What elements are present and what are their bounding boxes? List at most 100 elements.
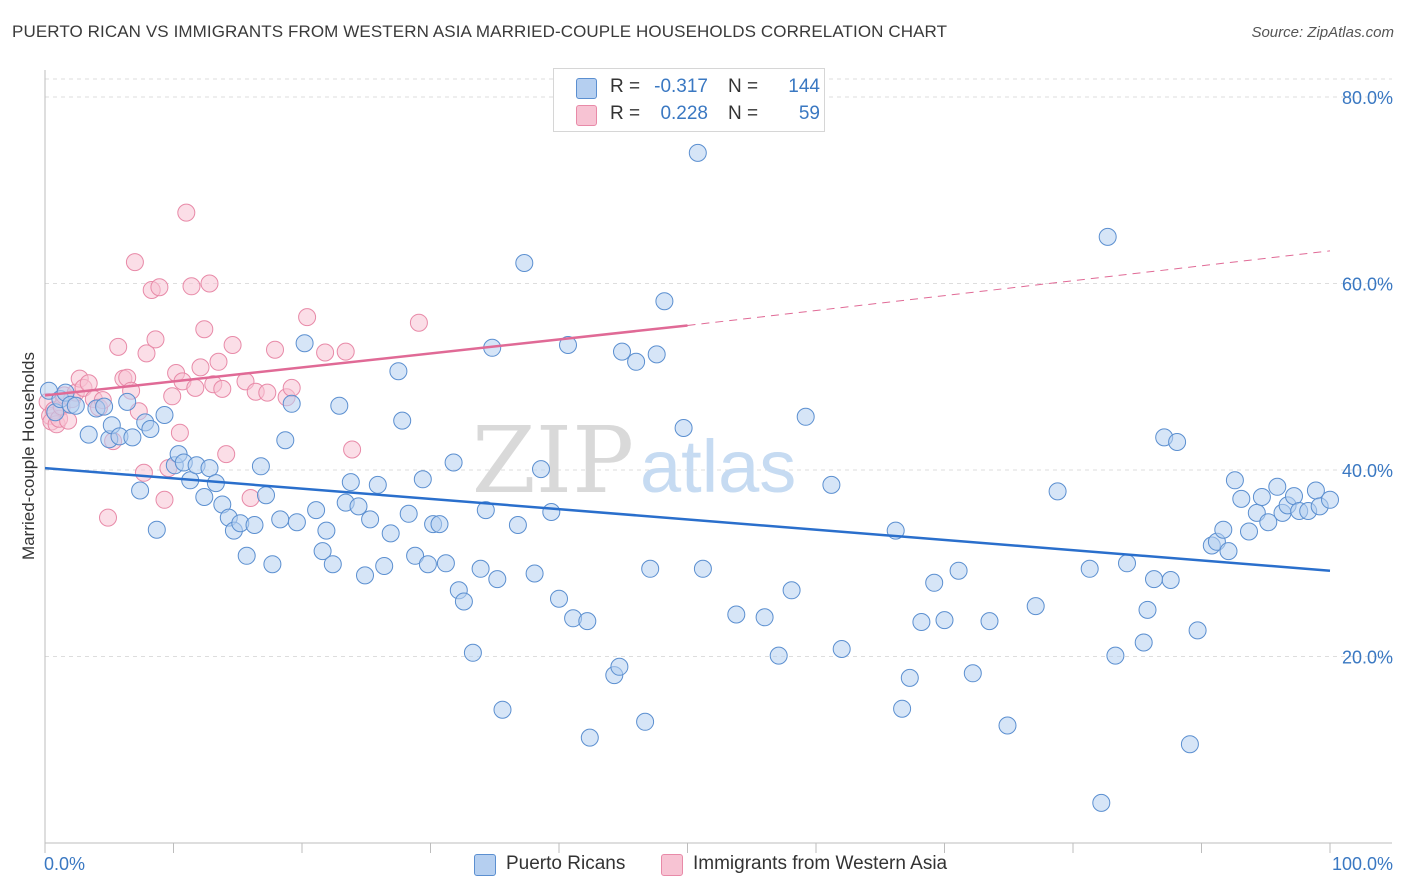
puerto-ricans-point bbox=[1240, 522, 1258, 541]
puerto-ricans-point bbox=[349, 497, 368, 516]
puerto-ricans-point bbox=[693, 559, 712, 578]
puerto-ricans-point bbox=[1225, 471, 1244, 490]
immigrants-point bbox=[266, 340, 284, 359]
puerto-ricans-point bbox=[1252, 488, 1271, 506]
puerto-ricans-point bbox=[900, 668, 919, 687]
legend-swatch-pink bbox=[576, 105, 597, 126]
puerto-ricans-point bbox=[655, 292, 674, 311]
puerto-ricans-point bbox=[542, 503, 561, 521]
puerto-ricans-point bbox=[237, 546, 256, 565]
puerto-ricans-point bbox=[147, 520, 166, 539]
puerto-ricans-point bbox=[925, 573, 944, 592]
puerto-ricans-point bbox=[375, 557, 394, 575]
puerto-ricans-point bbox=[550, 589, 568, 608]
puerto-ricans-point bbox=[389, 362, 408, 381]
puerto-ricans-point bbox=[368, 475, 387, 494]
puerto-ricans-point bbox=[1188, 621, 1207, 640]
x-tick-label-end: 100.0% bbox=[1332, 854, 1393, 874]
puerto-ricans-point bbox=[1259, 513, 1278, 532]
puerto-ricans-point bbox=[95, 397, 114, 416]
puerto-ricans-point bbox=[1232, 489, 1251, 508]
legend-r-value: 0.228 bbox=[660, 103, 708, 124]
puerto-ricans-point bbox=[525, 564, 544, 583]
puerto-ricans-point bbox=[912, 613, 931, 631]
puerto-ricans-point bbox=[580, 728, 599, 747]
y-tick-label: 60.0% bbox=[1342, 275, 1393, 295]
y-tick-label: 80.0% bbox=[1342, 88, 1393, 108]
puerto-ricans-point bbox=[463, 643, 482, 662]
immigrants-trend-line-extended bbox=[687, 250, 1331, 326]
puerto-ricans-point bbox=[195, 488, 214, 506]
puerto-ricans-point bbox=[1180, 735, 1199, 754]
puerto-ricans-point bbox=[393, 411, 412, 430]
y-tick-label: 20.0% bbox=[1342, 648, 1393, 668]
immigrants-point bbox=[125, 253, 144, 272]
puerto-ricans-point bbox=[796, 407, 815, 426]
immigrants-point bbox=[409, 313, 428, 332]
immigrants-trend-line bbox=[44, 324, 688, 397]
immigrants-point bbox=[177, 203, 196, 222]
puerto-ricans-point bbox=[559, 336, 577, 354]
trend-lines bbox=[44, 250, 1331, 572]
puerto-ricans-point bbox=[476, 501, 495, 520]
puerto-ricans-point bbox=[688, 143, 707, 162]
immigrants-point bbox=[163, 387, 182, 406]
puerto-ricans-point bbox=[832, 640, 851, 658]
puerto-ricans-point bbox=[444, 453, 463, 472]
puerto-ricans-point bbox=[245, 516, 264, 534]
legend-r-label: R = bbox=[610, 76, 641, 97]
axes bbox=[44, 70, 1392, 853]
immigrants-point bbox=[191, 358, 210, 377]
puerto-ricans-point bbox=[361, 510, 380, 529]
immigrants-point bbox=[209, 352, 228, 371]
puerto-ricans-point bbox=[1092, 793, 1111, 812]
axis-labels: 20.0% 40.0% 60.0% 80.0% 0.0% 100.0% Married-co… bbox=[19, 88, 1393, 874]
puerto-ricans-point bbox=[1161, 571, 1180, 589]
puerto-ricans-point bbox=[313, 542, 332, 561]
legend-n-value: 59 bbox=[798, 103, 820, 124]
puerto-ricans-point bbox=[515, 254, 534, 272]
immigrants-point bbox=[186, 378, 205, 397]
immigrants-point bbox=[316, 343, 335, 362]
puerto-ricans-point bbox=[1026, 597, 1045, 616]
puerto-ricans-point bbox=[1080, 559, 1099, 578]
puerto-ricans-point bbox=[200, 459, 219, 478]
immigrants-point bbox=[241, 489, 260, 507]
immigrants-point bbox=[213, 379, 232, 398]
legend-n-label: N = bbox=[728, 103, 759, 124]
puerto-ricans-point bbox=[627, 352, 646, 371]
immigrants-point bbox=[146, 330, 165, 349]
puerto-ricans-point bbox=[532, 460, 550, 479]
puerto-ricans-point bbox=[949, 561, 968, 580]
puerto-ricans-point bbox=[769, 646, 788, 665]
puerto-ricans-point bbox=[1168, 433, 1187, 451]
bottom-legend-label: Immigrants from Western Asia bbox=[693, 853, 948, 874]
puerto-ricans-point bbox=[307, 501, 326, 520]
puerto-ricans-point bbox=[1106, 646, 1125, 665]
puerto-ricans-point bbox=[1048, 482, 1067, 501]
puerto-ricans-point bbox=[454, 592, 473, 611]
immigrants-point bbox=[182, 277, 201, 296]
puerto-ricans-point bbox=[508, 516, 527, 534]
immigrants-point bbox=[155, 490, 174, 509]
puerto-ricans-point bbox=[822, 475, 841, 494]
puerto-ricans-point bbox=[79, 425, 98, 444]
puerto-ricans-point bbox=[1214, 520, 1233, 539]
legend-r-value: -0.317 bbox=[654, 76, 708, 97]
immigrants-point bbox=[150, 278, 169, 297]
puerto-ricans-point bbox=[674, 419, 693, 437]
puerto-ricans-point bbox=[276, 431, 295, 450]
puerto-ricans-point bbox=[578, 612, 597, 631]
puerto-ricans-point bbox=[1118, 554, 1136, 573]
puerto-ricans-point bbox=[341, 473, 360, 492]
watermark: ZIP atlas bbox=[472, 407, 796, 514]
puerto-ricans-point bbox=[935, 611, 954, 630]
immigrants-point bbox=[109, 337, 128, 356]
puerto-ricans-point bbox=[399, 504, 418, 523]
bottom-legend-swatch-blue bbox=[474, 854, 496, 876]
puerto-ricans-point bbox=[271, 510, 290, 529]
immigrants-point bbox=[200, 274, 219, 293]
puerto-ricans-point bbox=[893, 699, 912, 718]
puerto-ricans-point bbox=[66, 396, 85, 415]
